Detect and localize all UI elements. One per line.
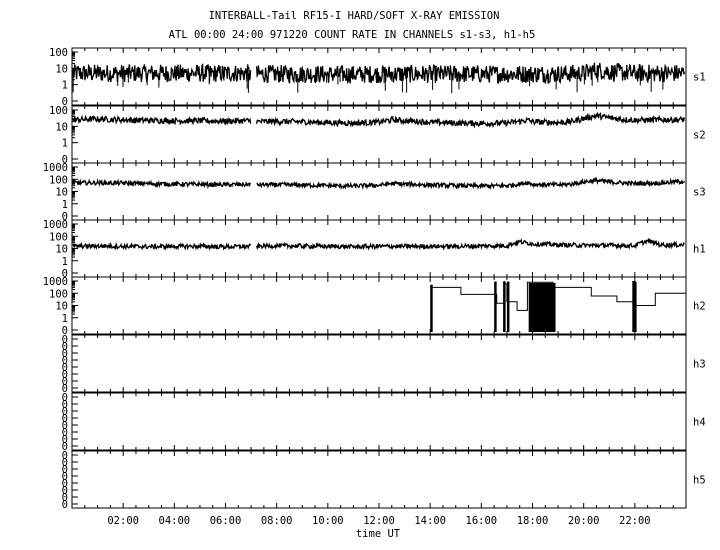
y-tick-label-h5: 0 xyxy=(62,457,68,469)
series-line-h1 xyxy=(72,237,685,252)
y-tick-label-h2: 1000 xyxy=(43,276,68,288)
x-tick-label: 06:00 xyxy=(210,515,242,527)
y-tick-label-h4: 0 xyxy=(62,406,68,418)
y-tick-label-h5: 0 xyxy=(62,464,68,476)
y-tick-label-h1: 100 xyxy=(49,231,68,243)
y-tick-label-h1: 1 xyxy=(62,256,68,268)
y-tick-label-h4: 0 xyxy=(62,413,68,425)
x-tick-label: 18:00 xyxy=(517,515,549,527)
panel-label-h1: h1 xyxy=(693,244,706,256)
y-tick-label-h3: 0 xyxy=(62,362,68,374)
y-tick-label-s2: 10 xyxy=(55,121,68,133)
panel-frame-s3 xyxy=(71,162,687,221)
y-tick-label-s1: 100 xyxy=(49,47,68,59)
panel-label-h3: h3 xyxy=(693,359,706,371)
x-tick-label: 02:00 xyxy=(107,515,139,527)
y-tick-label-h2: 1 xyxy=(62,313,68,325)
y-tick-label-h3: 0 xyxy=(62,348,68,360)
x-tick-label: 14:00 xyxy=(414,515,446,527)
y-tick-label-s2: 100 xyxy=(49,105,68,117)
y-tick-label-s3: 1 xyxy=(62,199,68,211)
x-tick-label: 20:00 xyxy=(568,515,600,527)
y-tick-label-h1: 10 xyxy=(55,244,68,256)
y-tick-label-h4: 0 xyxy=(62,434,68,446)
series-line-s2 xyxy=(72,111,686,129)
panel-frame-s2 xyxy=(71,105,687,164)
panel-group: 1001010s11001010s210001001010s3100010010… xyxy=(43,47,706,527)
y-tick-label-h5: 0 xyxy=(62,478,68,490)
y-tick-label-s1: 0 xyxy=(62,96,68,108)
y-tick-label-h4: 0 xyxy=(62,399,68,411)
x-tick-label: 08:00 xyxy=(261,515,293,527)
y-tick-label-h4: 0 xyxy=(62,392,68,404)
y-tick-label-s3: 10 xyxy=(55,187,68,199)
y-tick-label-h3: 0 xyxy=(62,341,68,353)
y-tick-label-h2: 0 xyxy=(62,325,68,337)
y-tick-label-s3: 100 xyxy=(49,174,68,186)
y-tick-label-h3: 0 xyxy=(62,369,68,381)
y-tick-label-h1: 0 xyxy=(62,268,68,280)
panel-label-h2: h2 xyxy=(693,301,706,313)
y-tick-label-s2: 0 xyxy=(62,154,68,166)
panel-frame-h5 xyxy=(71,450,687,509)
chart-title: INTERBALL-Tail RF15-I HARD/SOFT X-RAY EM… xyxy=(209,10,500,22)
y-tick-label-h3: 0 xyxy=(62,334,68,346)
series-block-h2 xyxy=(528,283,556,332)
y-tick-label-h3: 0 xyxy=(62,383,68,395)
y-tick-label-h5: 0 xyxy=(62,485,68,497)
panel-frame-h2 xyxy=(71,276,687,335)
series-line-s1 xyxy=(72,62,686,85)
x-tick-label: 04:00 xyxy=(159,515,191,527)
panel-label-h5: h5 xyxy=(693,475,706,487)
chart-subtitle: ATL 00:00 24:00 971220 COUNT RATE IN CHA… xyxy=(169,29,536,41)
y-tick-label-h4: 0 xyxy=(62,420,68,432)
y-tick-label-s1: 10 xyxy=(55,63,68,75)
y-tick-label-h1: 1000 xyxy=(43,219,68,231)
panel-label-s1: s1 xyxy=(693,72,706,84)
y-tick-label-h2: 10 xyxy=(55,301,68,313)
series-line-s3 xyxy=(72,176,685,191)
y-tick-label-s3: 0 xyxy=(62,211,68,223)
y-tick-label-s1: 1 xyxy=(62,80,68,92)
x-axis-label: time UT xyxy=(356,528,401,540)
x-tick-label: 22:00 xyxy=(619,515,651,527)
y-tick-label-h3: 0 xyxy=(62,355,68,367)
y-tick-label-h5: 0 xyxy=(62,499,68,511)
y-tick-label-h4: 0 xyxy=(62,427,68,439)
y-tick-label-s3: 1000 xyxy=(43,162,68,174)
y-tick-label-h2: 100 xyxy=(49,288,68,300)
y-tick-label-h5: 0 xyxy=(62,492,68,504)
y-tick-label-h4: 0 xyxy=(62,441,68,453)
panel-frame-h4 xyxy=(71,392,687,451)
panel-frame-h3 xyxy=(71,334,687,393)
series-step-h2 xyxy=(430,281,686,332)
panel-label-s2: s2 xyxy=(693,130,706,142)
panel-label-h4: h4 xyxy=(693,417,706,429)
panel-label-s3: s3 xyxy=(693,187,706,199)
x-tick-label: 10:00 xyxy=(312,515,344,527)
y-tick-label-s2: 1 xyxy=(62,138,68,150)
y-tick-label-h3: 0 xyxy=(62,376,68,388)
y-tick-label-h5: 0 xyxy=(62,450,68,462)
x-tick-label: 12:00 xyxy=(363,515,395,527)
y-tick-label-h5: 0 xyxy=(62,471,68,483)
x-tick-label: 16:00 xyxy=(466,515,498,527)
